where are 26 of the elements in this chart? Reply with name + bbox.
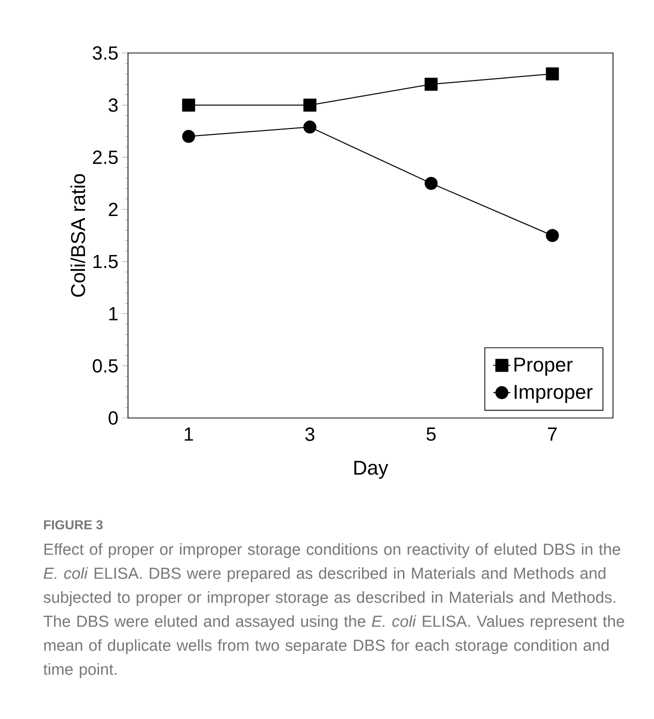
legend-label: Proper [514,358,573,376]
x-tick-label: 7 [548,428,557,441]
y-tick-label: 3 [108,98,118,112]
y-tick-label: 2 [108,202,118,216]
x-tick-label: 1 [184,428,193,441]
text: Effect of proper or improper storage conditions on reactivity of eluted DBS in the E. coli ELISA. DBS were prepared as described in Materials and Methods and subjected to proper or improper storage as described in Materials and Methods. The DBS were eluted and assayed using the E. coli ELISA. Values represent the mean of duplicate wells from two separate DBS for each storage condition and time point. [43,543,624,678]
y-axis-title: Coli/BSA ratio [70,174,86,297]
point [303,98,316,112]
y-tick-label: 3.5 [92,46,118,60]
text: FIGURE 3 [44,520,103,530]
point [303,120,316,134]
point [424,78,438,91]
point [182,130,196,143]
y-tick-label: 0.5 [92,359,118,373]
point [182,98,196,112]
y-tick-label: 1.5 [93,254,118,268]
x-tick-label: 3 [305,428,314,441]
x-tick-label: 5 [426,428,436,441]
y-tick-label: 1 [109,307,118,320]
point [546,67,559,80]
legend-label: Improper [514,385,593,403]
x-axis-title: Day [354,460,388,479]
y-tick-label: 2.5 [93,150,118,164]
point [546,228,559,242]
point [424,176,438,190]
y-tick-label: 0 [108,411,118,425]
